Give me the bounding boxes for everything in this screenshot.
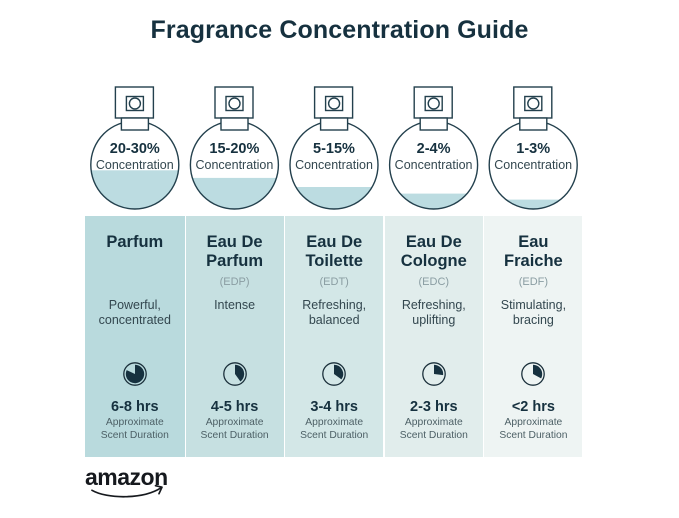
svg-text:1-3%: 1-3%: [516, 141, 550, 157]
svg-text:15-20%: 15-20%: [209, 141, 259, 157]
svg-text:Concentration: Concentration: [295, 158, 373, 172]
svg-text:Concentration: Concentration: [494, 158, 572, 172]
svg-text:Concentration: Concentration: [96, 158, 174, 172]
svg-text:5-15%: 5-15%: [313, 141, 355, 157]
svg-text:Concentration: Concentration: [395, 158, 473, 172]
svg-text:2-4%: 2-4%: [417, 141, 451, 157]
svg-text:20-30%: 20-30%: [110, 141, 160, 157]
svg-text:Concentration: Concentration: [195, 158, 273, 172]
